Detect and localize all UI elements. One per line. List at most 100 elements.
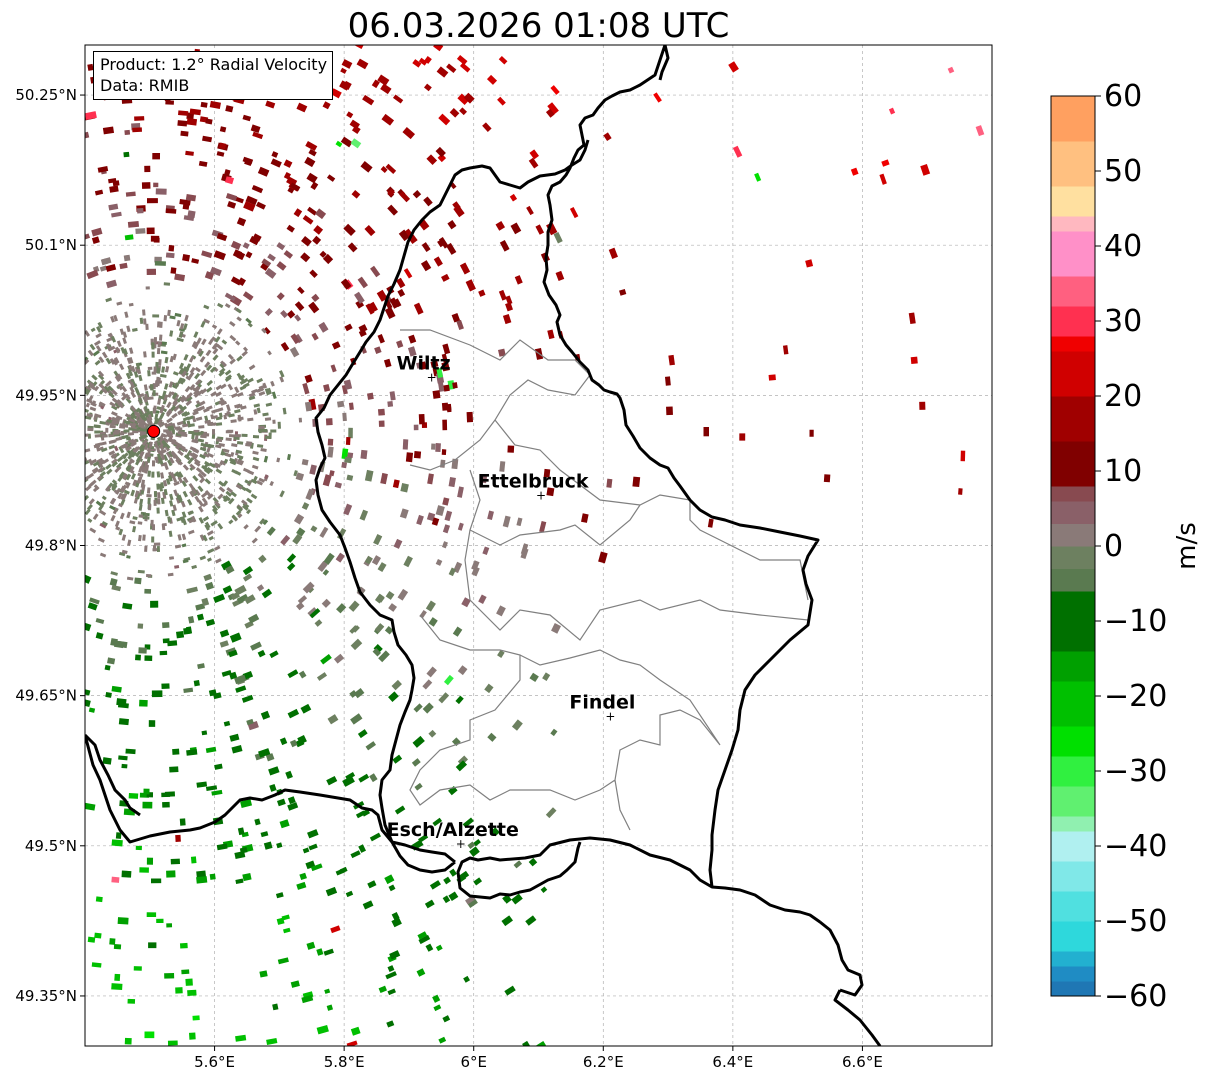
radar-echo-cell bbox=[364, 555, 373, 565]
radar-echo-cell bbox=[343, 223, 356, 237]
radar-echo-cell bbox=[277, 957, 289, 965]
radar-echo-cell bbox=[247, 377, 254, 384]
radar-echo-cell bbox=[146, 487, 151, 494]
radar-echo-cell bbox=[101, 521, 108, 527]
radar-echo-cell bbox=[125, 473, 132, 481]
radar-echo-cell bbox=[345, 890, 354, 898]
radar-echo-cell bbox=[125, 397, 132, 404]
radar-echo-cell bbox=[327, 446, 334, 458]
radar-echo-cell bbox=[258, 554, 267, 564]
radar-echo-cell bbox=[227, 383, 234, 391]
radar-echo-cell bbox=[115, 346, 121, 354]
radar-echo-cell bbox=[204, 478, 212, 485]
radar-echo-cell bbox=[144, 588, 152, 594]
radar-echo-cell bbox=[304, 401, 312, 412]
radar-echo-cell bbox=[105, 463, 112, 470]
radar-echo-cell bbox=[96, 326, 102, 333]
radar-echo-cell bbox=[167, 309, 171, 317]
radar-echo-cell bbox=[399, 191, 411, 203]
radar-echo-cell bbox=[352, 625, 360, 633]
radar-echo-cell bbox=[159, 485, 163, 492]
radar-echo-cell bbox=[141, 420, 149, 428]
radar-echo-cell bbox=[350, 713, 363, 725]
radar-echo-cell bbox=[218, 370, 225, 377]
radar-echo-cell bbox=[448, 785, 458, 796]
radar-echo-cell bbox=[224, 303, 231, 309]
radar-echo-cell bbox=[286, 224, 295, 233]
radar-echo-cell bbox=[148, 441, 153, 449]
radar-echo-cell bbox=[293, 470, 298, 477]
radar-echo-cell bbox=[151, 351, 155, 358]
radar-echo-cell bbox=[229, 460, 237, 466]
radar-echo-cell bbox=[105, 263, 117, 272]
radar-echo-cell bbox=[205, 618, 215, 627]
radar-echo-cell bbox=[384, 306, 396, 320]
radar-echo-cell bbox=[122, 452, 129, 459]
radar-echo-cell bbox=[142, 534, 146, 541]
radar-echo-cell bbox=[252, 450, 259, 455]
radar-echo-cell bbox=[339, 866, 348, 874]
colorbar-tick-label: −20 bbox=[1104, 679, 1167, 714]
radar-echo-cell bbox=[308, 301, 320, 314]
radar-echo-cell bbox=[256, 407, 261, 414]
radar-echo-cell bbox=[188, 1032, 196, 1040]
radar-echo-cell bbox=[919, 401, 926, 410]
radar-echo-cell bbox=[264, 267, 277, 279]
radar-echo-cell bbox=[104, 664, 111, 671]
radar-echo-cell bbox=[263, 455, 269, 463]
radar-echo-cell bbox=[391, 917, 402, 928]
radar-echo-cell bbox=[173, 489, 179, 497]
radar-echo-cell bbox=[196, 876, 208, 884]
radar-echo-cell bbox=[211, 409, 218, 414]
radar-echo-cell bbox=[251, 388, 258, 394]
radar-echo-cell bbox=[136, 208, 144, 214]
radar-echo-cell bbox=[202, 135, 213, 143]
radar-echo-cell bbox=[158, 334, 163, 341]
radar-echo-cell bbox=[186, 749, 198, 756]
radar-echo-cell bbox=[171, 509, 176, 517]
radar-echo-cell bbox=[156, 545, 161, 553]
radar-echo-cell bbox=[388, 884, 396, 892]
radar-echo-cell bbox=[242, 573, 253, 582]
radar-echo-cell bbox=[304, 374, 313, 384]
radar-echo-cell bbox=[186, 449, 193, 457]
radar-echo-cell bbox=[323, 948, 334, 956]
radar-echo-cell bbox=[164, 972, 175, 979]
colorbar-segment bbox=[1051, 891, 1095, 922]
radar-echo-cell bbox=[136, 476, 142, 484]
radar-echo-cell bbox=[103, 385, 111, 392]
radar-echo-cell bbox=[331, 341, 341, 350]
radar-echo-cell bbox=[547, 102, 559, 115]
radar-echo-cell bbox=[118, 363, 125, 371]
radar-echo-cell bbox=[374, 593, 385, 604]
radar-echo-cell bbox=[520, 547, 529, 559]
radar-echo-cell bbox=[253, 403, 261, 408]
radar-echo-cell bbox=[147, 470, 152, 477]
radar-echo-cell bbox=[231, 514, 238, 521]
radar-echo-cell bbox=[166, 870, 176, 878]
radar-echo-cell bbox=[186, 586, 198, 594]
radar-echo-cell bbox=[283, 159, 293, 168]
radar-echo-cell bbox=[471, 566, 480, 577]
radar-echo-cell bbox=[224, 176, 235, 185]
radar-echo-cell bbox=[151, 471, 155, 478]
radar-echo-cell bbox=[182, 254, 191, 262]
radar-echo-cell bbox=[132, 516, 138, 521]
radar-echo-cell bbox=[143, 788, 150, 795]
radar-echo-cell bbox=[437, 153, 447, 163]
radar-echo-cell bbox=[529, 149, 539, 160]
radar-echo-cell bbox=[118, 640, 128, 649]
radar-echo-cell bbox=[139, 428, 146, 432]
radar-echo-cell bbox=[119, 425, 126, 429]
radar-echo-cell bbox=[608, 247, 618, 259]
colorbar-segment bbox=[1051, 441, 1095, 487]
radar-echo-cell bbox=[247, 322, 253, 328]
radar-echo-cell bbox=[181, 511, 187, 519]
radar-echo-cell bbox=[435, 559, 443, 566]
radar-echo-cell bbox=[344, 323, 353, 332]
radar-echo-cell bbox=[276, 457, 281, 463]
radar-echo-cell bbox=[255, 201, 266, 210]
radar-echo-cell bbox=[110, 439, 117, 444]
radar-echo-cell bbox=[200, 388, 208, 395]
radar-echo-cell bbox=[167, 474, 173, 482]
